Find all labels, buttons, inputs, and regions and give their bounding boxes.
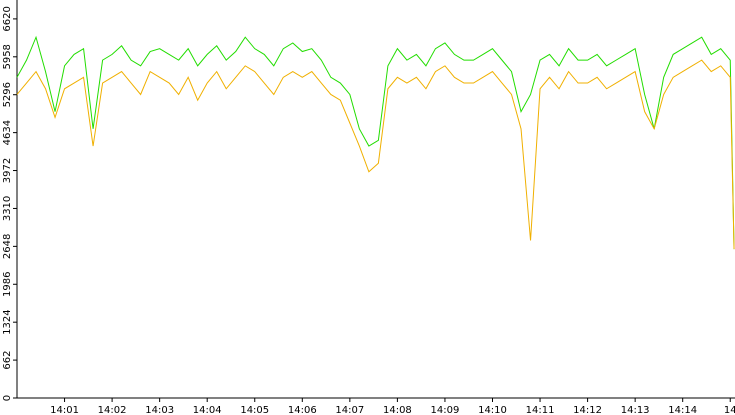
- x-tick-label: 14:06: [288, 405, 317, 415]
- x-tick-label: 14:08: [383, 405, 412, 415]
- x-tick-label: 14:14: [668, 405, 697, 415]
- y-tick-label: 662: [2, 351, 13, 370]
- y-tick-label: 6620: [2, 6, 13, 31]
- x-tick-label: 14:09: [431, 405, 460, 415]
- y-tick-label: 2648: [2, 234, 13, 259]
- y-tick-label: 0: [2, 395, 13, 401]
- x-tick-label: 14:10: [478, 405, 507, 415]
- y-tick-label: 5296: [2, 82, 13, 107]
- x-tick-label: 14: [724, 405, 735, 415]
- y-tick-label: 5958: [2, 44, 13, 69]
- y-tick-label: 1324: [2, 309, 13, 334]
- x-tick-label: 14:05: [240, 405, 269, 415]
- y-tick-label: 1986: [2, 272, 13, 297]
- series-line: [16, 35, 735, 250]
- x-tick-label: 14:07: [335, 405, 364, 415]
- x-tick-label: 14:11: [526, 405, 555, 415]
- y-tick-label: 3310: [2, 196, 13, 221]
- x-tick-label: 14:01: [50, 405, 79, 415]
- x-tick-label: 14:13: [621, 405, 650, 415]
- y-tick-label: 3972: [2, 158, 13, 183]
- x-tick-label: 14:03: [145, 405, 174, 415]
- y-tick-label: 4634: [2, 120, 13, 145]
- series-line: [16, 59, 735, 250]
- x-tick-label: 14:04: [193, 405, 222, 415]
- x-tick-label: 14:12: [573, 405, 602, 415]
- x-tick-label: 14:02: [98, 405, 127, 415]
